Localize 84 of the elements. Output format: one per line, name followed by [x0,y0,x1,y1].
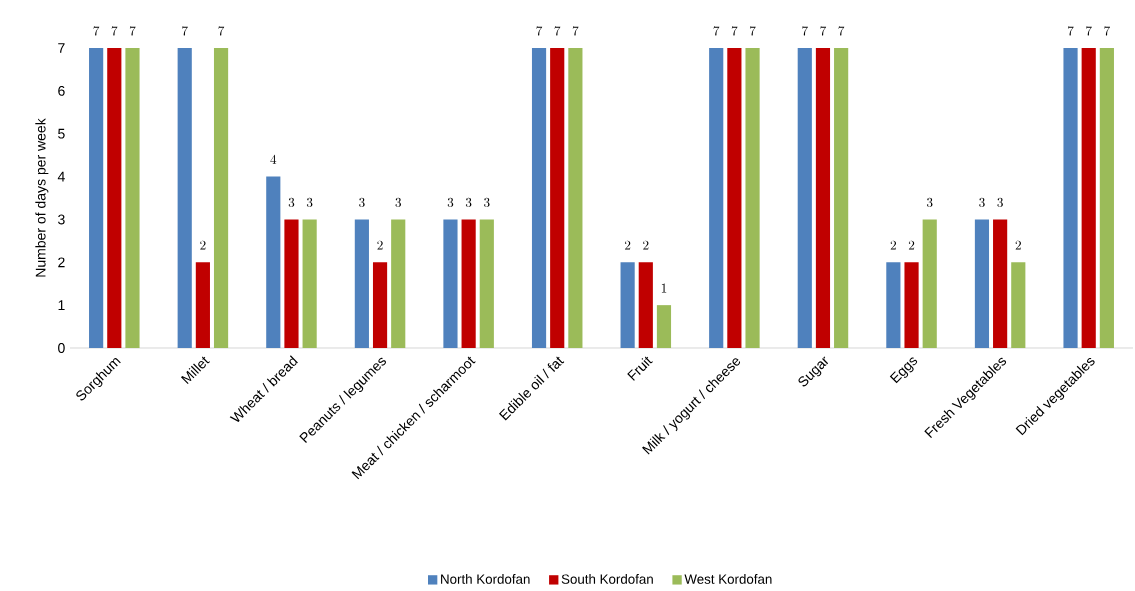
bar [568,47,583,348]
bar [354,219,369,348]
bar [1081,47,1096,348]
bar [620,262,635,348]
data-label: 7 [93,26,100,36]
y-tick-label: 6 [58,85,65,96]
data-label: 3 [926,197,933,207]
bar [89,47,104,348]
data-label: 3 [395,197,401,207]
bar [886,262,901,348]
y-axis-title: Number of days per week [35,118,49,277]
data-label: 3 [465,197,472,207]
bar [656,305,672,348]
bar [974,219,990,348]
bar [479,219,494,348]
data-label: 3 [288,197,295,207]
legend-label: North Kordofan [441,574,530,584]
data-label: 7 [820,26,827,36]
y-tick-label: 5 [58,128,65,139]
data-label: 2 [908,240,915,250]
bar [391,219,406,348]
bar [797,47,812,348]
data-label: 7 [182,26,188,36]
bar [815,47,831,348]
bar [745,47,760,348]
data-label: 7 [749,26,756,36]
data-label: 7 [111,26,118,36]
data-label: 7 [1067,26,1074,36]
data-label: 3 [997,197,1003,207]
data-label: 3 [359,197,365,207]
data-label: 7 [713,26,720,36]
data-label: 7 [129,26,136,36]
bar [302,219,317,348]
data-label: 7 [218,26,225,36]
bar [727,47,742,348]
legend-label: West Kordofan [684,574,772,584]
data-label: 2 [643,240,649,250]
data-label: 3 [484,197,490,207]
bar [834,47,849,348]
data-label: 3 [979,197,985,207]
data-label: 3 [306,197,313,207]
bar [709,47,724,348]
data-label: 7 [1086,26,1092,36]
data-label: 2 [377,240,383,250]
data-label: 7 [536,26,543,36]
bar [550,47,565,348]
data-label: 7 [572,26,579,36]
y-tick-label: 0 [58,343,65,353]
data-label: 3 [447,197,454,207]
data-label: 7 [731,26,738,36]
data-label: 7 [838,26,845,36]
y-tick-label: 1 [58,300,65,310]
bar [461,219,476,348]
data-label: 2 [890,240,897,250]
bar [1011,262,1026,348]
bar [1099,47,1114,348]
data-label: 4 [270,154,277,164]
data-label: 7 [554,26,561,36]
y-tick-label: 3 [58,214,65,225]
bar [266,176,281,348]
bar [284,219,299,348]
legend-label: South Kordofan [561,574,653,584]
bar [177,47,192,348]
data-label: 2 [624,240,631,250]
bar [904,262,919,348]
y-tick-label: 2 [58,257,65,268]
bar [993,219,1008,348]
data-label: 7 [1104,26,1111,36]
y-tick-label: 4 [57,171,65,182]
bar [125,47,140,348]
data-label: 7 [802,26,808,36]
bar [213,47,229,348]
bar [922,219,937,348]
bar [107,47,122,348]
bar [531,47,547,348]
y-tick-label: 7 [58,43,65,53]
bar [195,262,210,348]
data-label: 2 [1015,240,1021,250]
bar [1063,47,1078,348]
bar [372,262,388,348]
bar [443,219,458,348]
data-label: 2 [200,240,206,250]
bar [638,262,653,348]
data-label: 1 [661,283,667,293]
